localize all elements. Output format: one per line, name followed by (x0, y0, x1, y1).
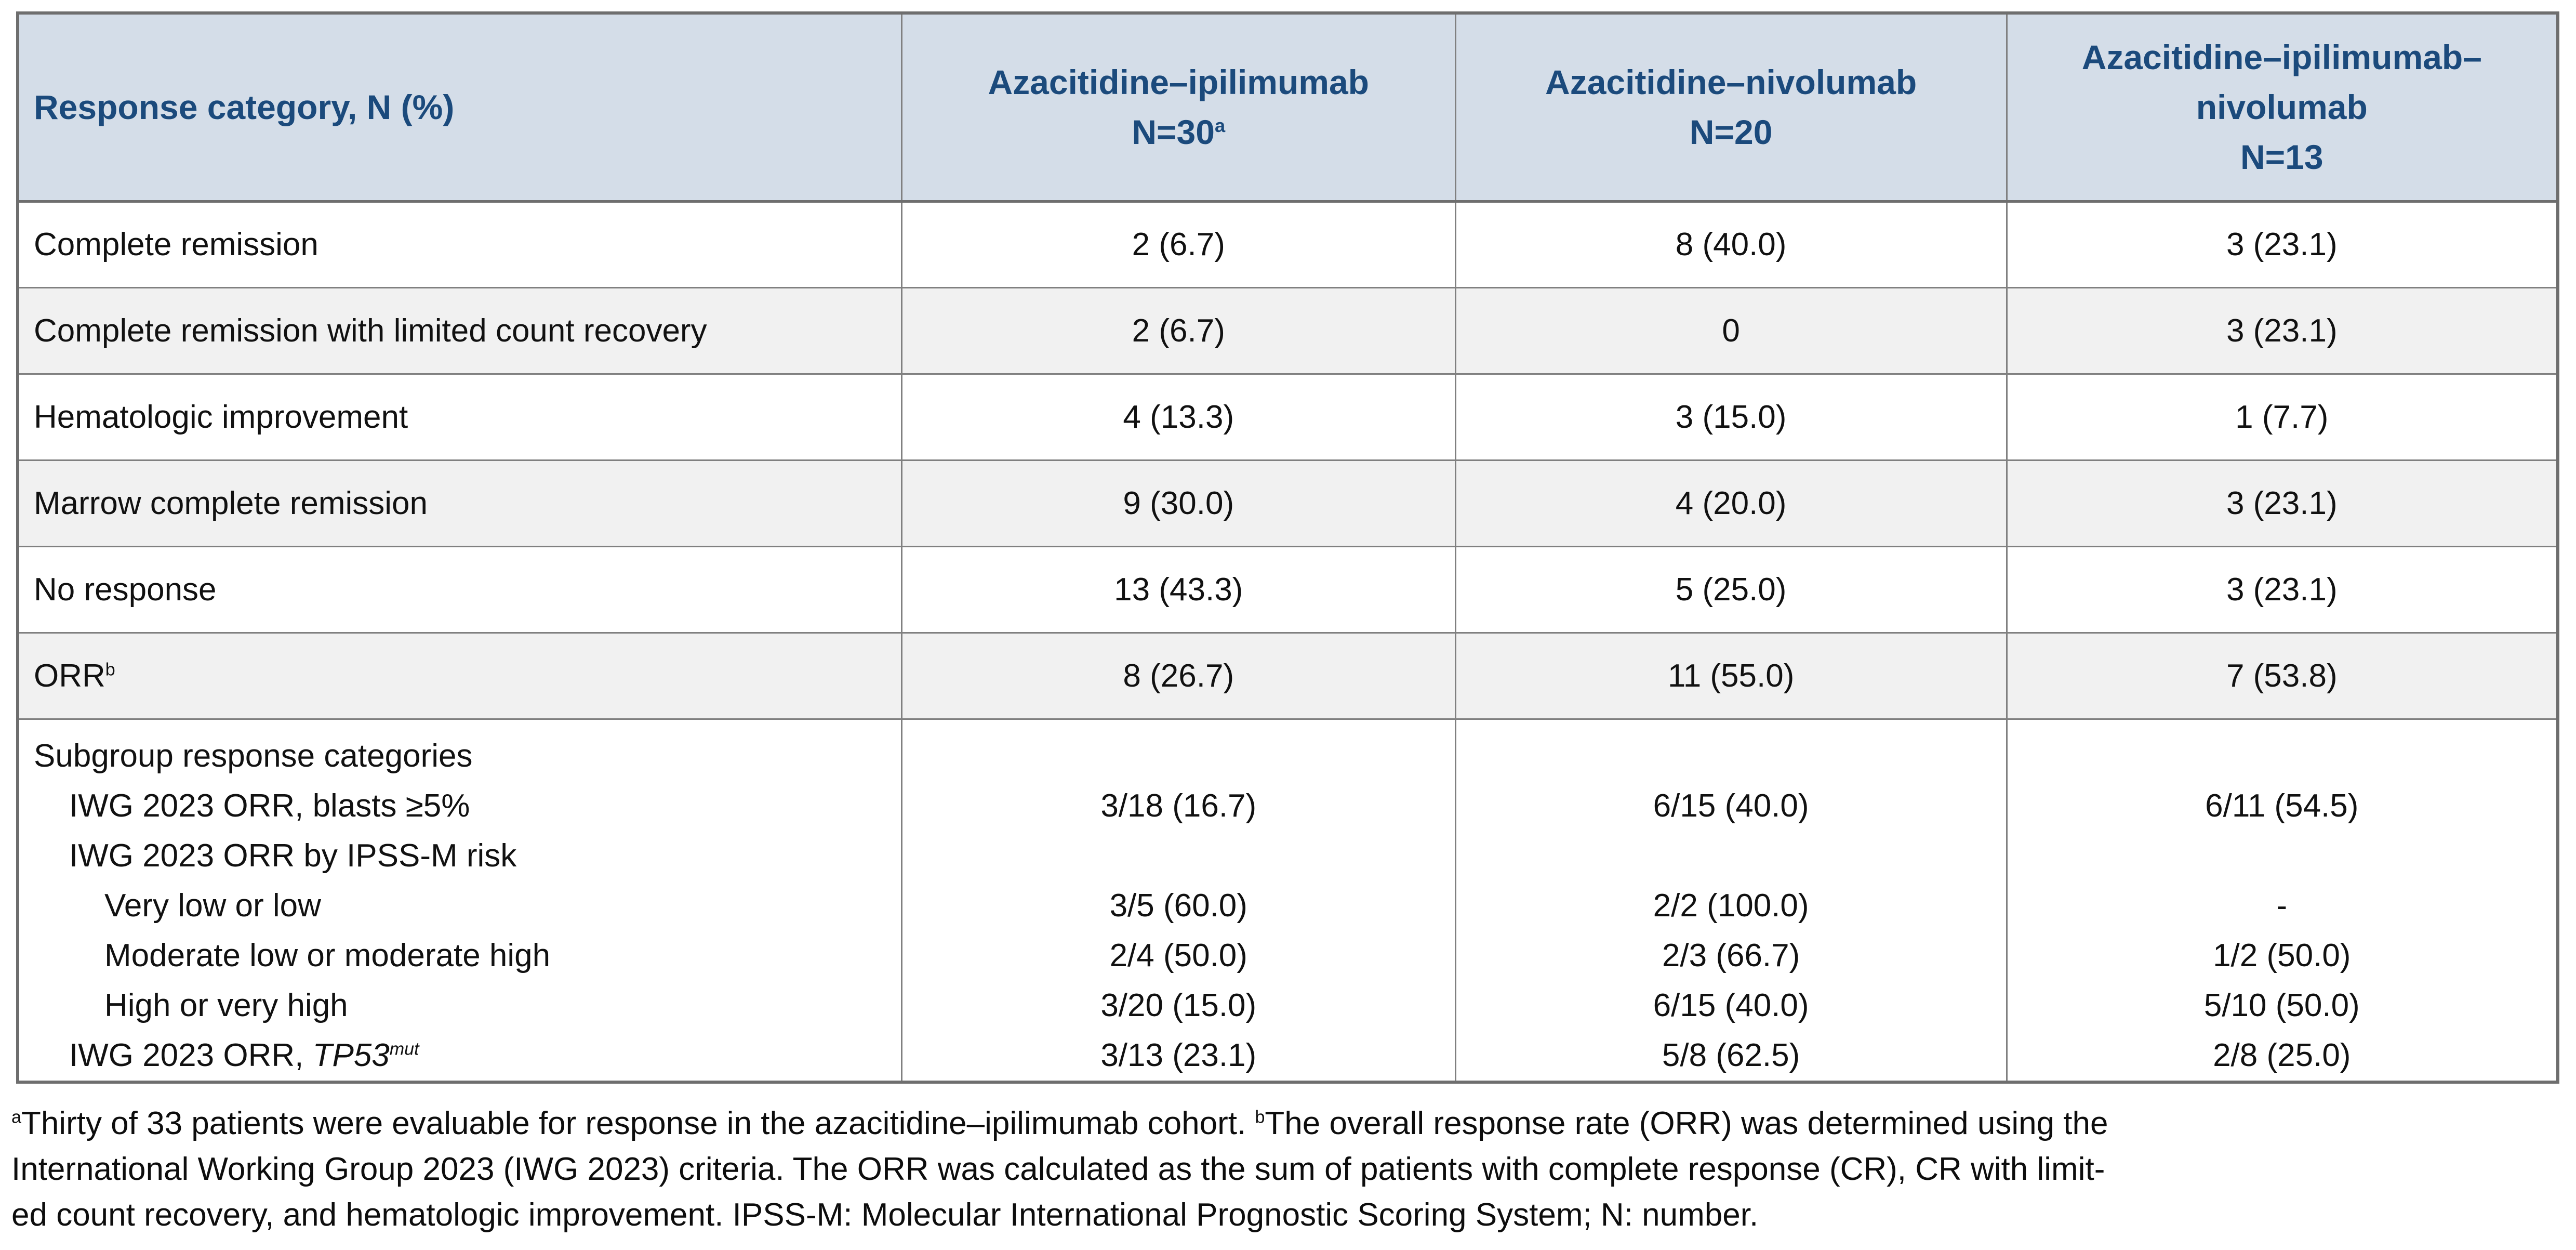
subgroup-value-cell-aza-ipi-nivolumab: 6/11 (54.5) - 1/2 (50.0) 5/10 (50.0) 2/8… (2006, 718, 2559, 1083)
table-row-subgroup-response-categories: Subgroup response categories IWG 2023 OR… (17, 718, 2559, 1083)
gene-name: TP53 (312, 1037, 390, 1073)
column-header-aza-nivolumab: Azacitidine–nivolumab N=20 (1454, 12, 2008, 203)
subgroup-value: 5/10 (50.0) (2203, 987, 2360, 1023)
value-cell: 3 (23.1) (2006, 200, 2559, 288)
subgroup-label: Moderate low or moderate high (104, 937, 551, 973)
value-cell: 4 (20.0) (1454, 459, 2008, 547)
subgroup-value: 2/4 (50.0) (1109, 937, 1247, 973)
table-row-cr-limited-count-recovery: Complete remission with limited count re… (17, 286, 2559, 375)
subgroup-heading: Subgroup response categories (34, 738, 473, 774)
value-cell: 3 (15.0) (1454, 373, 2008, 461)
table-row-complete-remission: Complete remission 2 (6.7) 8 (40.0) 3 (2… (17, 200, 2559, 288)
subgroup-label-cell: Subgroup response categories IWG 2023 OR… (17, 718, 902, 1083)
subgroup-value: 3/13 (23.1) (1100, 1037, 1257, 1073)
subgroup-value: 3/20 (15.0) (1100, 987, 1257, 1023)
subgroup-value: 3/5 (60.0) (1109, 887, 1247, 924)
footnote-marker-b: b (105, 659, 115, 679)
footnote-line: aThirty of 33 patients were evaluable fo… (11, 1106, 2108, 1141)
subgroup-value: 6/11 (54.5) (2205, 787, 2359, 824)
header-label: Response category, N (%) (34, 88, 455, 127)
subgroup-value: 1/2 (50.0) (2213, 937, 2351, 973)
header-line: N=20 (1689, 113, 1773, 152)
subgroup-value: 2/8 (25.0) (2213, 1037, 2351, 1073)
value-cell: 0 (1454, 286, 2008, 375)
subgroup-value (2008, 731, 2556, 781)
footnote-line: International Working Group 2023 (IWG 20… (11, 1151, 2105, 1187)
header-line: Azacitidine–ipilimumab (988, 63, 1369, 102)
value-cell: 8 (26.7) (900, 631, 1456, 720)
subgroup-value (2008, 831, 2556, 881)
subgroup-label: Very low or low (104, 887, 321, 924)
value-cell: 11 (55.0) (1454, 631, 2008, 720)
table-body: Complete remission 2 (6.7) 8 (40.0) 3 (2… (17, 200, 2559, 1083)
row-label: ORRb (17, 631, 902, 720)
value-cell: 3 (23.1) (2006, 286, 2559, 375)
row-label: Complete remission (17, 200, 902, 288)
table-row-hematologic-improvement: Hematologic improvement 4 (13.3) 3 (15.0… (17, 373, 2559, 461)
subgroup-label: High or very high (104, 987, 348, 1023)
value-cell: 13 (43.3) (900, 545, 1456, 634)
subgroup-label-tp53: IWG 2023 ORR, TP53mut (69, 1037, 419, 1073)
value-cell: 9 (30.0) (900, 459, 1456, 547)
table-header: Response category, N (%) Azacitidine–ipi… (17, 12, 2559, 203)
row-label: Complete remission with limited count re… (17, 286, 902, 375)
value-cell: 3 (23.1) (2006, 545, 2559, 634)
subgroup-value (1456, 831, 2006, 881)
subgroup-value: 6/15 (40.0) (1653, 987, 1809, 1023)
value-cell: 5 (25.0) (1454, 545, 2008, 634)
footnote: aThirty of 33 patients were evaluable fo… (11, 1101, 2565, 1238)
subgroup-value (902, 831, 1455, 881)
subgroup-value (1456, 731, 2006, 781)
value-cell: 7 (53.8) (2006, 631, 2559, 720)
header-line: N=13 (2240, 138, 2323, 177)
header-line: Azacitidine–ipilimumab– (2081, 38, 2482, 77)
column-header-aza-ipilimumab: Azacitidine–ipilimumab N=30a (900, 12, 1456, 203)
subgroup-value (902, 731, 1455, 781)
subgroup-value: - (2276, 887, 2288, 924)
value-cell: 2 (6.7) (900, 286, 1456, 375)
header-line: N=30a (1132, 113, 1226, 152)
table-row-orr: ORRb 8 (26.7) 11 (55.0) 7 (53.8) (17, 631, 2559, 720)
footnote-line: ed count recovery, and hematologic impro… (11, 1197, 1759, 1233)
header-row: Response category, N (%) Azacitidine–ipi… (17, 12, 2559, 203)
subgroup-value: 2/3 (66.7) (1662, 937, 1800, 973)
column-header-response-category: Response category, N (%) (17, 12, 902, 203)
subgroup-value: 5/8 (62.5) (1662, 1037, 1800, 1073)
column-header-aza-ipi-nivolumab: Azacitidine–ipilimumab– nivolumab N=13 (2006, 12, 2559, 203)
footnote-marker-b: b (1255, 1107, 1265, 1127)
value-cell: 2 (6.7) (900, 200, 1456, 288)
footnote-marker-a: a (1214, 115, 1226, 137)
row-label: Marrow complete remission (17, 459, 902, 547)
subgroup-value-cell-aza-nivolumab: 6/15 (40.0) 2/2 (100.0) 2/3 (66.7) 6/15 … (1454, 718, 2008, 1083)
subgroup-value: 2/2 (100.0) (1653, 887, 1809, 924)
subgroup-value: 3/18 (16.7) (1100, 787, 1257, 824)
subgroup-label: IWG 2023 ORR by IPSS-M risk (69, 837, 517, 874)
table-row-no-response: No response 13 (43.3) 5 (25.0) 3 (23.1) (17, 545, 2559, 634)
header-line: nivolumab (2196, 88, 2368, 127)
subgroup-value: 6/15 (40.0) (1653, 787, 1809, 824)
row-label: Hematologic improvement (17, 373, 902, 461)
footnote-marker-a: a (11, 1107, 21, 1127)
subgroup-label: IWG 2023 ORR, blasts ≥5% (69, 787, 470, 824)
row-label: No response (17, 545, 902, 634)
gene-superscript: mut (389, 1038, 419, 1059)
subgroup-value-cell-aza-ipilimumab: 3/18 (16.7) 3/5 (60.0) 2/4 (50.0) 3/20 (… (900, 718, 1456, 1083)
value-cell: 8 (40.0) (1454, 200, 2008, 288)
value-cell: 1 (7.7) (2006, 373, 2559, 461)
table-row-marrow-complete-remission: Marrow complete remission 9 (30.0) 4 (20… (17, 459, 2559, 547)
value-cell: 4 (13.3) (900, 373, 1456, 461)
header-line: Azacitidine–nivolumab (1545, 63, 1917, 102)
value-cell: 3 (23.1) (2006, 459, 2559, 547)
response-table: Response category, N (%) Azacitidine–ipi… (16, 11, 2559, 1084)
